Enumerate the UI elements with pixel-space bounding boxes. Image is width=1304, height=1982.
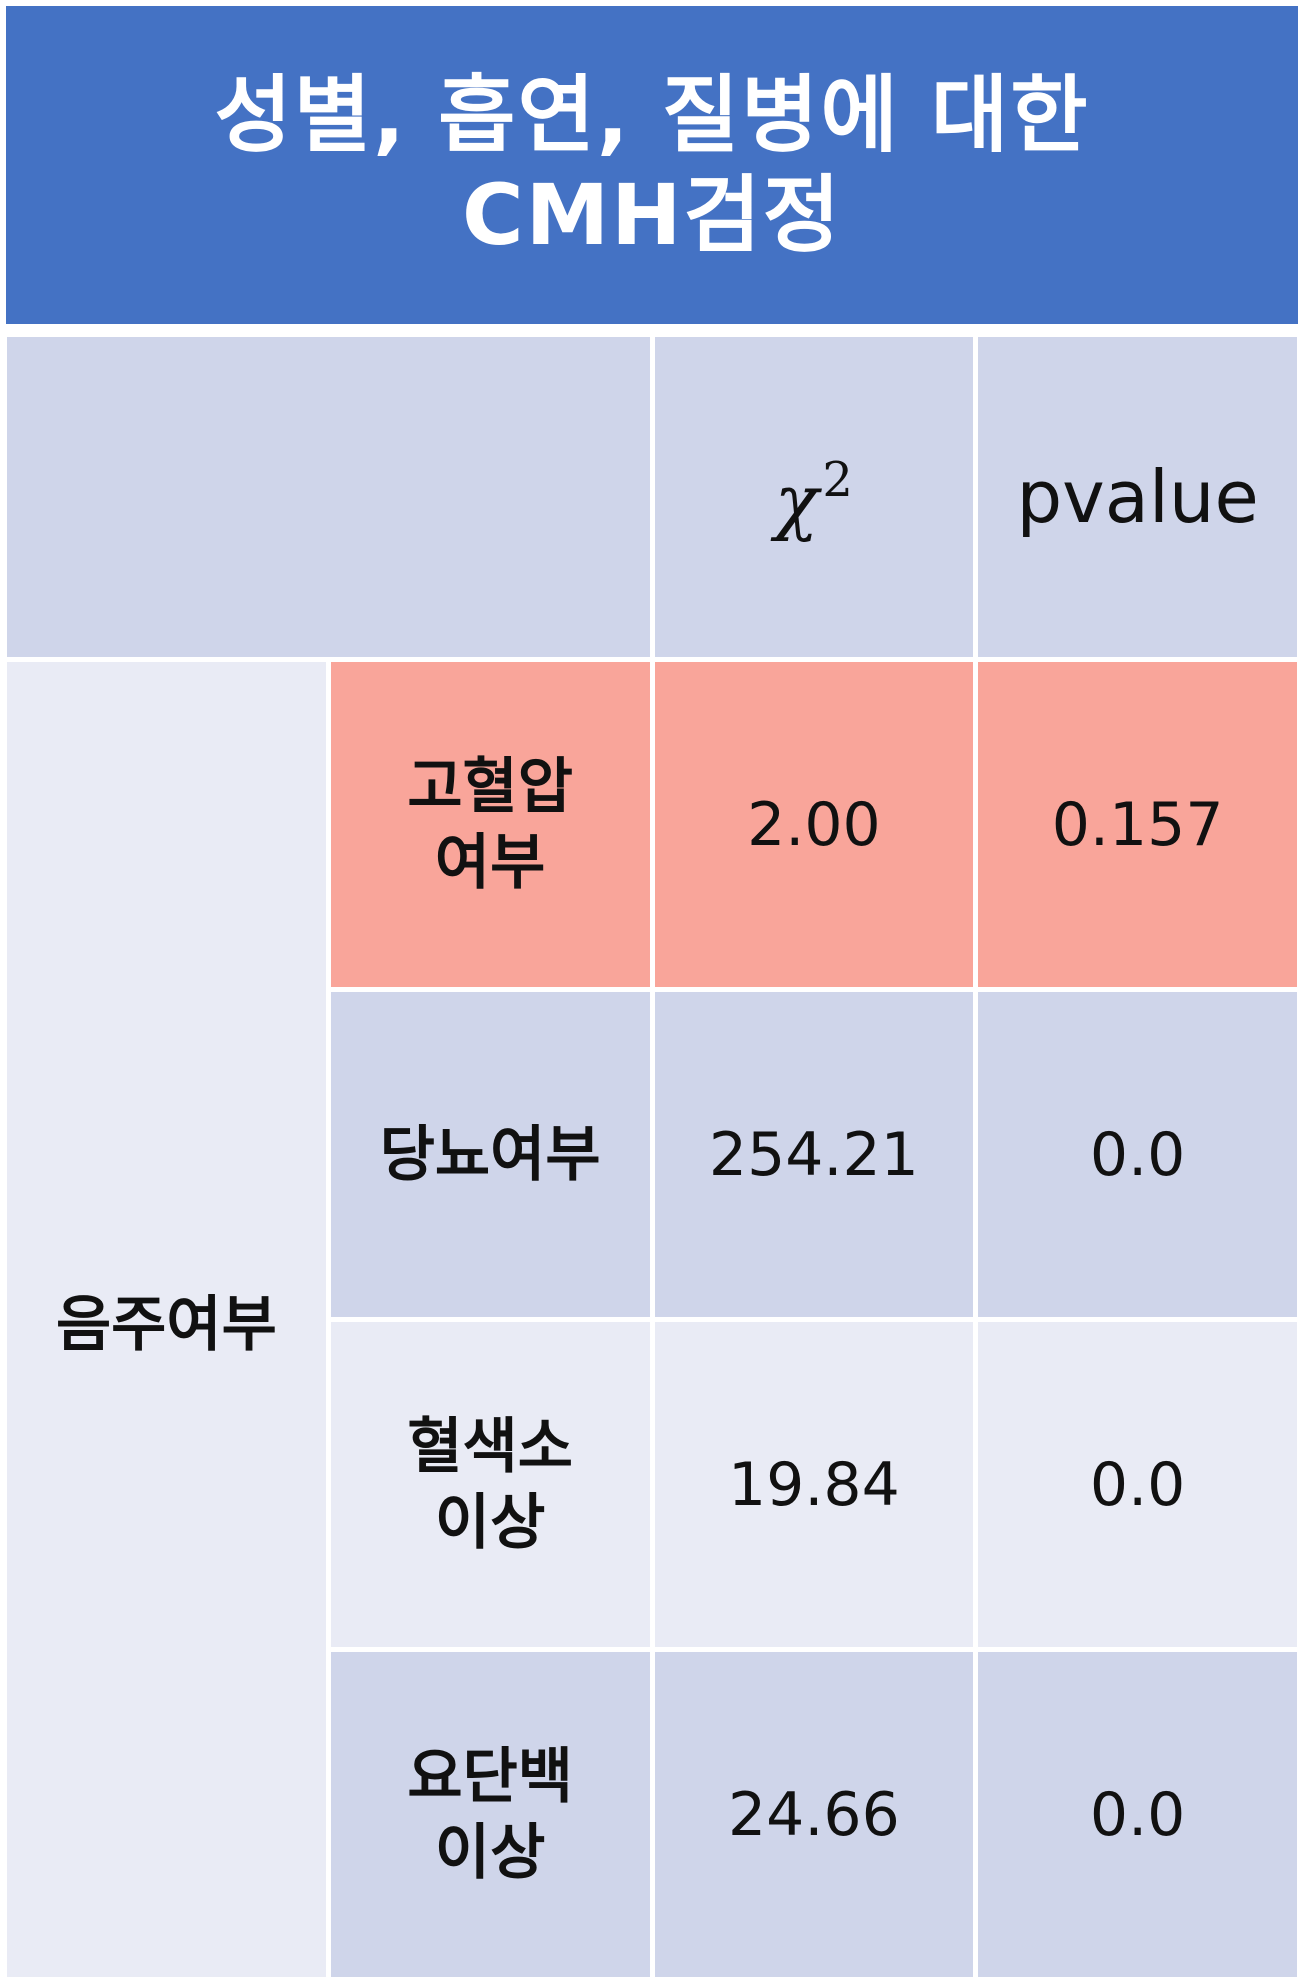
page-title: 성별, 흡연, 질병에 대한 CMH검정	[214, 65, 1089, 265]
row-label-line-1: 요단백	[407, 1741, 573, 1812]
row-label-line-2: 여부	[434, 827, 546, 898]
chi2-value: 19.84	[649, 1317, 979, 1652]
title-line-1: 성별, 흡연, 질병에 대한	[214, 66, 1090, 164]
pvalue-value: 0.0	[973, 1317, 1302, 1652]
header-pvalue: pvalue	[973, 332, 1302, 662]
chi-exponent: 2	[822, 451, 853, 508]
group-label-drinking: 음주여부	[2, 657, 331, 1982]
table-row: 음주여부 고혈압 여부 2.00 0.157	[2, 657, 1302, 1982]
table-row: 혈색소 이상 19.84 0.0	[5, 1317, 1302, 1652]
header-empty-cell	[2, 332, 655, 662]
row-label: 고혈압 여부	[325, 657, 655, 992]
chi2-value: 254.21	[649, 987, 979, 1322]
row-label-line-2: 이상	[434, 1817, 546, 1888]
row-label: 혈색소 이상	[325, 1317, 655, 1652]
cmh-results-table: χ2 pvalue 음주여부 고혈압 여부 2.00 0.157 당뇨여부 254…	[2, 332, 1302, 1982]
pvalue-value: 0.0	[973, 1647, 1302, 1982]
row-label: 당뇨여부	[325, 987, 655, 1322]
pvalue-value: 0.157	[973, 657, 1302, 992]
title-line-2: CMH검정	[461, 166, 843, 264]
row-label-line-1: 당뇨여부	[379, 1119, 601, 1190]
row-label-line-2: 이상	[434, 1487, 546, 1558]
row-label-line-1: 혈색소	[407, 1411, 573, 1482]
table-row: 당뇨여부 254.21 0.0	[5, 987, 1302, 1322]
chi2-value: 2.00	[649, 657, 979, 992]
table-header-row: χ2 pvalue	[2, 332, 1302, 662]
chi-symbol: χ	[774, 458, 819, 543]
row-label-line-1: 고혈압	[407, 751, 573, 822]
title-banner: 성별, 흡연, 질병에 대한 CMH검정	[6, 6, 1298, 324]
header-chi-square: χ2	[649, 332, 979, 662]
pvalue-value: 0.0	[973, 987, 1302, 1322]
chi2-value: 24.66	[649, 1647, 979, 1982]
row-label: 요단백 이상	[325, 1647, 655, 1982]
table-row: 요단백 이상 24.66 0.0	[5, 1647, 1302, 1982]
